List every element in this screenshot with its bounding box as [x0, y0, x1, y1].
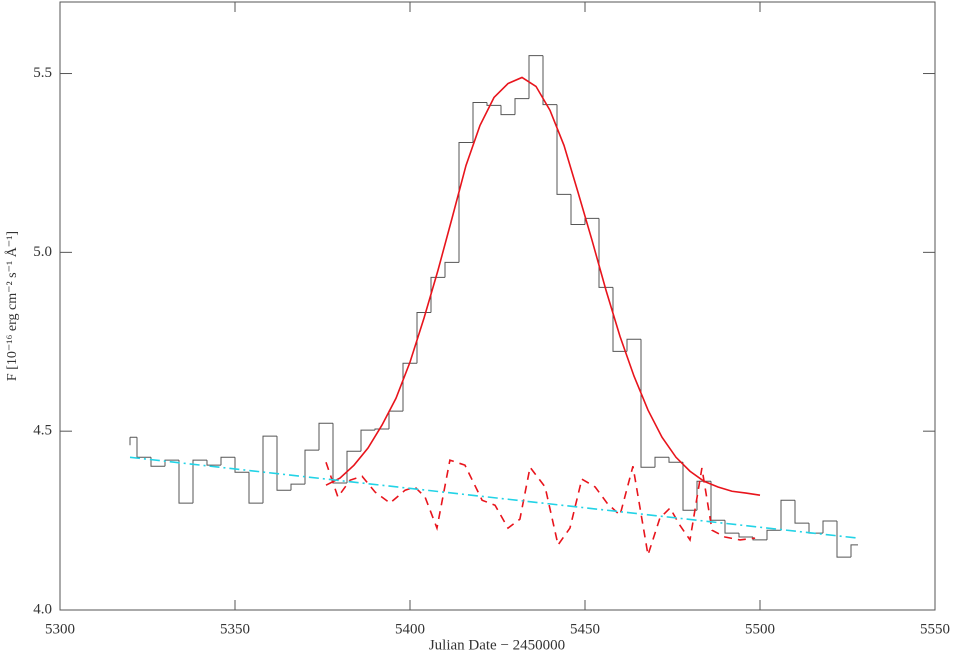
data-line [325, 459, 756, 556]
histogram-step [682, 462, 697, 511]
histogram-step [388, 410, 403, 430]
y-tick-label: 4.5 [33, 423, 52, 439]
histogram-step [570, 194, 585, 225]
histogram-step [780, 499, 795, 531]
histogram-step [486, 102, 501, 106]
histogram-step [808, 523, 823, 534]
histogram-step [458, 142, 473, 263]
histogram-step [850, 544, 858, 558]
data-line [325, 76, 761, 496]
histogram-step [640, 339, 655, 468]
histogram-step [612, 287, 627, 352]
y-tick-label: 4.0 [33, 601, 52, 617]
histogram-step [178, 460, 193, 504]
x-tick-label: 5450 [570, 621, 600, 637]
plot-frame [59, 1, 936, 611]
x-tick-label: 5300 [45, 621, 75, 637]
histogram-step [822, 520, 837, 534]
histogram-step [164, 459, 179, 467]
y-axis-label: F [10⁻¹⁶ erg cm⁻² s⁻¹ Å⁻¹] [4, 231, 20, 381]
histogram-step [500, 105, 515, 116]
y-tick-label: 5.0 [33, 244, 52, 260]
histogram-step [668, 457, 683, 463]
x-tick-label: 5550 [920, 621, 950, 637]
histogram-step [276, 436, 291, 491]
histogram-step [136, 437, 151, 458]
histogram-step [430, 276, 445, 313]
histogram-step [766, 529, 781, 540]
histogram-step [192, 459, 207, 504]
histogram-step [290, 483, 305, 491]
data-line [129, 456, 859, 539]
histogram-step [654, 456, 669, 468]
x-tick-label: 5350 [220, 621, 250, 637]
histogram-step [472, 101, 487, 143]
y-tick-label: 5.5 [33, 65, 52, 81]
histogram-step [514, 98, 529, 115]
histogram-step [528, 55, 543, 99]
histogram-step [262, 435, 277, 504]
histogram-step [542, 55, 557, 106]
histogram-step [724, 520, 739, 534]
histogram-step [304, 449, 319, 485]
histogram-step [220, 456, 235, 466]
histogram-step [206, 460, 221, 466]
histogram-step [374, 428, 389, 431]
x-tick-label: 5400 [395, 621, 425, 637]
histogram-step [444, 261, 459, 278]
x-axis-label: Julian Date − 2450000 [429, 637, 565, 653]
histogram-step [360, 429, 375, 452]
histogram-step [626, 338, 641, 352]
histogram-step [318, 422, 333, 451]
histogram-step [738, 533, 753, 538]
histogram-step [794, 500, 809, 524]
histogram-step [234, 457, 249, 473]
histogram-step [598, 218, 613, 288]
histogram-step [556, 104, 571, 195]
histogram-step [150, 457, 165, 467]
histogram-step [402, 362, 417, 412]
histogram-step [248, 472, 263, 504]
histogram-step [836, 520, 851, 558]
x-tick-label: 5500 [745, 621, 775, 637]
